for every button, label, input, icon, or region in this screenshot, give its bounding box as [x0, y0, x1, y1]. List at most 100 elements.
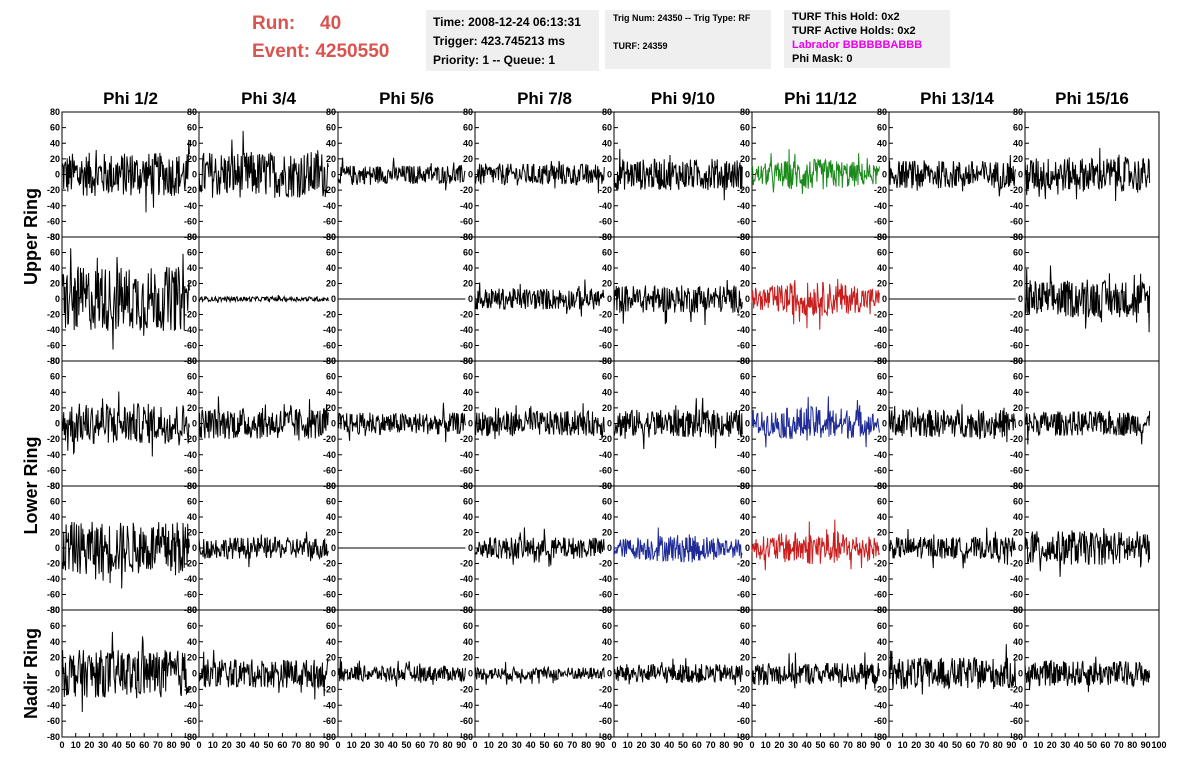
ytick-label-r3-c5: 60 — [602, 372, 612, 382]
column-title-2: Phi 3/4 — [241, 89, 296, 108]
ytick-label-r4-c3: 20 — [326, 528, 336, 538]
xtick-label-c5: 60 — [692, 740, 702, 750]
trace-r3-c6 — [751, 396, 880, 448]
ytick-label-r5-c7: -80 — [874, 732, 887, 742]
ytick-label-r3-c7: 60 — [877, 372, 887, 382]
ytick-label-r1-c6: 0 — [745, 170, 750, 180]
xtick-label-c6: 30 — [788, 740, 798, 750]
ytick-label-r1-c2: 0 — [192, 170, 197, 180]
xtick-label-c7: 70 — [979, 740, 989, 750]
xtick-label-c3: 10 — [347, 740, 357, 750]
xtick-label-c6: 10 — [761, 740, 771, 750]
ytick-label-r3-c8: 80 — [1013, 356, 1023, 366]
ytick-label-r4-c5: 80 — [602, 481, 612, 491]
ytick-label-r2-c4: 0 — [468, 294, 473, 304]
ytick-label-r5-c1: -60 — [47, 716, 60, 726]
trigger-text: Trigger: 423.745213 ms — [433, 34, 566, 48]
xtick-label-c8: 30 — [1060, 740, 1070, 750]
trace-r2-c5 — [613, 279, 743, 326]
xtick-label-c8: 60 — [1100, 740, 1110, 750]
ytick-label-r2-c8: 0 — [1018, 294, 1023, 304]
ytick-label-r3-c8: -20 — [1010, 434, 1023, 444]
ytick-label-r4-c6: 80 — [740, 481, 750, 491]
trace-r5-c5 — [613, 658, 743, 686]
ytick-label-r1-c7: -60 — [874, 216, 887, 226]
phi-mask-text: Phi Mask: 0 — [792, 53, 853, 65]
xtick-label-c5: 20 — [637, 740, 647, 750]
ytick-label-r3-c5: -20 — [599, 434, 612, 444]
ytick-label-r2-c8: 20 — [1013, 279, 1023, 289]
ytick-label-r5-c3: -20 — [323, 684, 336, 694]
xtick-label-c2: 40 — [250, 740, 260, 750]
ytick-label-r1-c8: 0 — [1018, 170, 1023, 180]
ytick-label-r5-c5: -80 — [599, 732, 612, 742]
xtick-label-c5: 80 — [719, 740, 729, 750]
ytick-label-r1-c1: -20 — [47, 185, 60, 195]
xtick-label-c7: 30 — [925, 740, 935, 750]
ytick-label-r1-c4: 40 — [463, 138, 473, 148]
ytick-label-r2-c2: 40 — [187, 263, 197, 273]
ytick-label-r1-c5: -60 — [599, 216, 612, 226]
ytick-label-r2-c4: -60 — [460, 341, 473, 351]
xtick-label-c1: 30 — [98, 740, 108, 750]
ytick-label-r4-c6: 40 — [740, 512, 750, 522]
ytick-label-r2-c5: 40 — [602, 263, 612, 273]
ytick-label-r5-c5: -60 — [599, 716, 612, 726]
ytick-label-r1-c5: 60 — [602, 123, 612, 133]
ytick-label-r1-c8: 20 — [1013, 154, 1023, 164]
ytick-label-r4-c7: 20 — [877, 528, 887, 538]
time-text: Time: 2008-12-24 06:13:31 — [433, 15, 581, 29]
ytick-label-r4-c4: -60 — [460, 590, 473, 600]
xtick-label-c3: 0 — [335, 740, 340, 750]
ytick-label-r2-c4: 80 — [463, 232, 473, 242]
xtick-label-c8: 20 — [1047, 740, 1057, 750]
ytick-label-r2-c3: -60 — [323, 341, 336, 351]
ytick-label-r3-c5: 40 — [602, 387, 612, 397]
xtick-label-c5: 30 — [650, 740, 660, 750]
trace-r3-c8 — [1024, 410, 1151, 445]
xtick-label-c7: 80 — [993, 740, 1003, 750]
xtick-label-c1: 50 — [125, 740, 135, 750]
ytick-label-r5-c4: 0 — [468, 669, 473, 679]
xtick-label-c7: 90 — [1006, 740, 1016, 750]
xtick-label-c3: 50 — [401, 740, 411, 750]
xtick-label-c5: 40 — [664, 740, 674, 750]
trace-r3-c7 — [888, 404, 1016, 443]
ytick-label-r2-c7: 80 — [877, 232, 887, 242]
xtick-label-c4: 50 — [539, 740, 549, 750]
ytick-label-r2-c2: -40 — [184, 325, 197, 335]
column-title-6: Phi 11/12 — [784, 89, 857, 108]
ytick-label-r1-c3: 80 — [326, 107, 336, 117]
ytick-label-r2-c6: 0 — [745, 294, 750, 304]
ytick-label-r1-c3: -40 — [323, 201, 336, 211]
trace-r5-c4 — [474, 661, 605, 685]
trace-r5-c1 — [61, 631, 190, 713]
ytick-label-r1-c7: 40 — [877, 138, 887, 148]
ytick-label-r1-c2: -40 — [184, 201, 197, 211]
ytick-label-r3-c4: 80 — [463, 356, 473, 366]
ytick-label-r4-c1: -80 — [47, 605, 60, 615]
xtick-label-c1: 10 — [71, 740, 81, 750]
ytick-label-r5-c8: 40 — [1013, 637, 1023, 647]
ytick-label-r5-c4: 40 — [463, 637, 473, 647]
ytick-label-r4-c4: 0 — [468, 543, 473, 553]
ytick-label-r4-c2: 80 — [187, 481, 197, 491]
trace-r5-c6 — [751, 652, 880, 690]
ytick-label-r1-c4: 20 — [463, 154, 473, 164]
ytick-label-r3-c4: -60 — [460, 465, 473, 475]
ytick-label-r3-c2: 0 — [192, 419, 197, 429]
xtick-label-c2: 10 — [208, 740, 218, 750]
ytick-label-r5-c4: -80 — [460, 732, 473, 742]
ytick-label-r4-c5: 60 — [602, 497, 612, 507]
ytick-label-r4-c5: 0 — [607, 543, 612, 553]
ytick-label-r5-c8: -40 — [1010, 700, 1023, 710]
xtick-label-c6: 50 — [815, 740, 825, 750]
ytick-label-r3-c4: 0 — [468, 419, 473, 429]
ytick-label-r1-c1: 80 — [50, 107, 60, 117]
ytick-label-r5-c8: 80 — [1013, 605, 1023, 615]
ytick-label-r4-c7: -40 — [874, 574, 887, 584]
ytick-label-r3-c1: -20 — [47, 434, 60, 444]
ytick-label-r3-c1: 80 — [50, 356, 60, 366]
ytick-label-r2-c1: -20 — [47, 310, 60, 320]
